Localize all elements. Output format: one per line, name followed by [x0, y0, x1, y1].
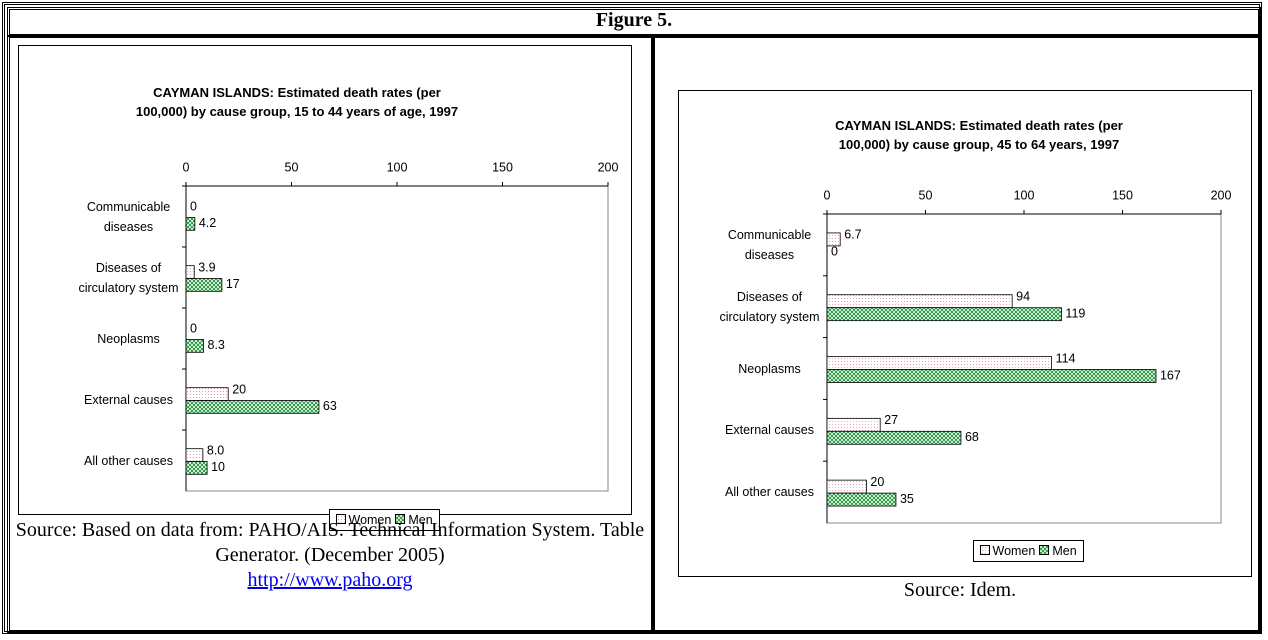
category-label: All other causes	[725, 485, 814, 500]
data-label: 0	[190, 321, 197, 335]
bar	[826, 417, 881, 432]
bar	[826, 232, 841, 247]
category-label: Communicable diseases	[86, 199, 171, 234]
plot: 0 50 100 150 200 6.7 0 94 119 114 167 27 68 20 35	[823, 188, 1232, 524]
legend: Women Men	[972, 540, 1084, 562]
bar	[826, 307, 1062, 322]
data-label: 6.7	[844, 228, 861, 242]
data-label: 68	[965, 430, 979, 444]
legend: Women Men	[328, 509, 440, 531]
legend-swatch	[979, 545, 990, 555]
bar	[185, 278, 223, 292]
source: Source: Idem.	[903, 579, 1017, 601]
bar	[185, 448, 204, 462]
bar	[185, 265, 195, 279]
legend-swatch	[335, 514, 346, 524]
data-label: 3.9	[198, 260, 215, 274]
category-label: Diseases of circulatory system	[719, 289, 820, 324]
data-label: 8.0	[207, 443, 224, 457]
x-tick-label: 50	[919, 188, 933, 202]
bar	[826, 356, 1052, 370]
plot-area	[185, 185, 609, 492]
category-label: Diseases of circulatory system	[78, 260, 179, 295]
chart-frame: CAYMAN ISLANDS: Estimated death rates (p…	[18, 45, 632, 531]
right-cell	[652, 35, 1261, 633]
bar	[185, 217, 196, 231]
legend-swatch	[395, 514, 406, 524]
source-link[interactable]: http://www.paho.org	[247, 569, 413, 591]
x-tick-label: 100	[387, 160, 408, 174]
x-tick-label: 200	[598, 160, 619, 174]
legend-label: Men	[1052, 544, 1077, 558]
data-label: 10	[211, 460, 225, 474]
source: Source: Based on data from: PAHO/AIS. Te…	[14, 518, 646, 593]
category-label: Neoplasms	[738, 361, 801, 376]
data-label: 27	[884, 413, 898, 427]
category-label: External causes	[84, 392, 173, 407]
category-label: Neoplasms	[97, 331, 160, 346]
data-label: 4.2	[199, 216, 216, 230]
x-tick-label: 150	[492, 160, 513, 174]
data-label: 94	[1016, 290, 1030, 304]
x-tick-label: 200	[1211, 188, 1232, 202]
bar	[185, 400, 320, 414]
legend-label: Women	[348, 513, 392, 527]
x-tick-label: 50	[285, 160, 299, 174]
bar	[826, 479, 867, 494]
x-tick-label: 100	[1014, 188, 1035, 202]
bar	[185, 387, 229, 401]
chart-title: CAYMAN ISLANDS: Estimated death rates (p…	[135, 85, 459, 119]
data-label: 20	[232, 382, 246, 396]
legend-label: Men	[408, 513, 433, 527]
data-label: 167	[1160, 368, 1181, 382]
data-label: 35	[900, 492, 914, 506]
bar	[185, 339, 204, 353]
x-tick-label: 150	[1112, 188, 1133, 202]
figure-title: Figure 5.	[595, 9, 673, 31]
bar	[826, 492, 897, 507]
data-label: 0	[190, 199, 197, 213]
chart-frame: CAYMAN ISLANDS: Estimated death rates (p…	[678, 90, 1252, 577]
data-label: 63	[323, 399, 337, 413]
category-label: Communicable diseases	[727, 227, 812, 262]
chart-title: CAYMAN ISLANDS: Estimated death rates (p…	[835, 118, 1123, 152]
data-label: 8.3	[208, 338, 225, 352]
category-label: External causes	[725, 423, 814, 438]
data-label: 0	[831, 245, 838, 259]
source-text: Source: Based on data from: PAHO/AIS. Te…	[15, 519, 645, 566]
legend-label: Women	[992, 544, 1036, 558]
x-tick-label: 0	[183, 160, 190, 174]
data-label: 119	[1065, 306, 1085, 320]
category-label: All other causes	[84, 453, 173, 468]
bar	[826, 430, 962, 445]
x-tick-label: 0	[824, 188, 831, 202]
data-label: 114	[1056, 351, 1076, 365]
bar	[826, 369, 1157, 383]
bar	[826, 294, 1013, 309]
bar	[185, 461, 208, 475]
data-label: 20	[870, 475, 884, 489]
data-label: 17	[226, 277, 240, 291]
legend-swatch	[1039, 545, 1050, 555]
